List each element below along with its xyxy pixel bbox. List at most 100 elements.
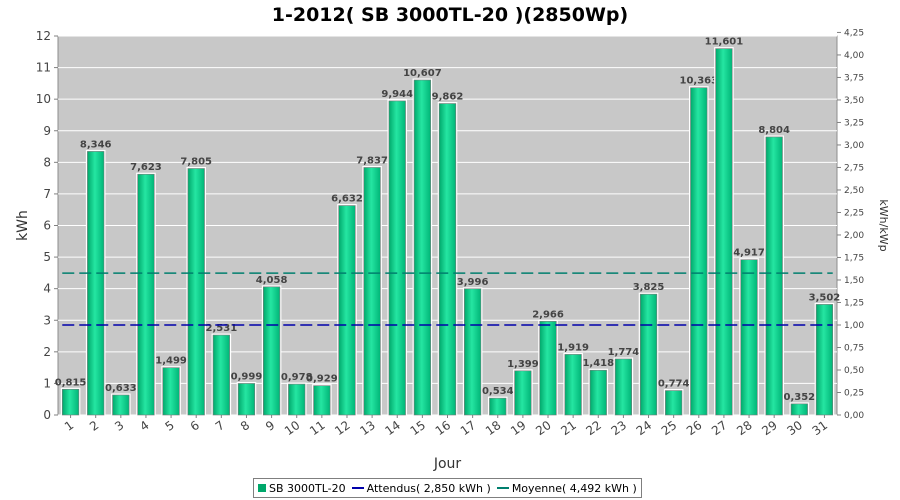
bar bbox=[112, 394, 130, 416]
x-tick-label: 15 bbox=[408, 418, 429, 438]
y2-tick-label: 3,25 bbox=[844, 118, 864, 128]
data-label: 0,929 bbox=[306, 374, 338, 385]
x-tick-label: 2 bbox=[87, 418, 101, 434]
x-tick-label: 23 bbox=[609, 418, 630, 438]
data-label: 8,346 bbox=[80, 139, 112, 150]
data-label: 10,363 bbox=[679, 76, 718, 87]
y2-tick-label: 2,00 bbox=[844, 231, 864, 241]
bar bbox=[790, 403, 808, 416]
x-tick-label: 11 bbox=[307, 418, 328, 438]
bar bbox=[338, 205, 356, 416]
data-label: 2,966 bbox=[532, 309, 564, 320]
legend-label-average: Moyenne( 4,492 kWh ) bbox=[511, 481, 637, 495]
bar bbox=[263, 286, 281, 416]
bar bbox=[61, 388, 80, 416]
y-tick-label: 9 bbox=[43, 124, 51, 138]
bar bbox=[413, 79, 431, 416]
y-tick-label: 7 bbox=[43, 187, 51, 201]
x-tick-label: 10 bbox=[282, 418, 303, 438]
x-tick-label: 17 bbox=[458, 418, 479, 438]
legend-item-average: Moyenne( 4,492 kWh ) bbox=[496, 481, 637, 495]
bar bbox=[740, 259, 758, 416]
bar bbox=[237, 383, 256, 416]
data-label: 9,944 bbox=[381, 89, 413, 100]
y-tick-label: 11 bbox=[36, 61, 51, 75]
y2-tick-label: 4,00 bbox=[844, 51, 864, 61]
legend-swatch-average bbox=[496, 487, 509, 489]
bar bbox=[589, 369, 607, 416]
legend-label-expected: Attendus( 2,850 kWh ) bbox=[366, 481, 491, 495]
x-tick-label: 5 bbox=[163, 418, 177, 434]
data-label: 1,774 bbox=[608, 347, 640, 358]
bar bbox=[614, 358, 632, 416]
data-label: 4,058 bbox=[256, 275, 288, 286]
x-tick-label: 6 bbox=[188, 418, 202, 434]
legend-label-series: SB 3000TL-20 bbox=[269, 481, 346, 495]
y2-tick-label: 3,75 bbox=[844, 73, 864, 83]
x-tick-label: 28 bbox=[734, 418, 755, 438]
bar bbox=[288, 383, 306, 416]
y2-tick-label: 3,00 bbox=[844, 141, 864, 151]
data-label: 1,499 bbox=[155, 356, 187, 367]
y2-axis-title: kWh/kWp bbox=[877, 199, 890, 251]
bar bbox=[564, 354, 582, 416]
y-tick-label: 6 bbox=[43, 219, 51, 233]
x-tick-label: 16 bbox=[433, 418, 454, 438]
y2-tick-label: 1,50 bbox=[844, 276, 864, 286]
data-label: 7,837 bbox=[356, 155, 388, 166]
data-label: 6,632 bbox=[331, 194, 363, 205]
y-tick-label: 3 bbox=[43, 313, 51, 327]
data-label: 0,774 bbox=[658, 379, 690, 390]
x-tick-label: 12 bbox=[332, 418, 353, 438]
x-tick-label: 26 bbox=[684, 418, 705, 438]
data-label: 8,804 bbox=[758, 125, 790, 136]
bar bbox=[514, 370, 532, 416]
bar bbox=[313, 385, 331, 416]
data-label: 0,978 bbox=[281, 372, 313, 383]
legend-item-series: SB 3000TL-20 bbox=[258, 482, 346, 495]
bar bbox=[715, 48, 733, 416]
y2-tick-label: 4,25 bbox=[844, 28, 864, 38]
legend-item-expected: Attendus( 2,850 kWh ) bbox=[351, 481, 491, 495]
data-label: 3,996 bbox=[457, 277, 489, 288]
data-label: 11,601 bbox=[705, 37, 744, 48]
data-label: 1,418 bbox=[582, 358, 614, 369]
y2-tick-label: 2,25 bbox=[844, 208, 864, 218]
bar bbox=[388, 100, 406, 416]
bar bbox=[690, 87, 708, 416]
y2-tick-label: 0,75 bbox=[844, 343, 864, 353]
y2-tick-label: 1,75 bbox=[844, 253, 864, 263]
bar bbox=[639, 293, 658, 416]
bar bbox=[137, 173, 155, 416]
y2-tick-label: 2,75 bbox=[844, 163, 864, 173]
y-axis-title: kWh bbox=[15, 210, 31, 241]
x-tick-label: 18 bbox=[483, 418, 504, 438]
y-tick-label: 10 bbox=[36, 92, 51, 106]
x-tick-label: 4 bbox=[137, 418, 151, 434]
x-tick-label: 31 bbox=[810, 418, 831, 438]
data-label: 0,352 bbox=[783, 392, 815, 403]
bar bbox=[665, 390, 683, 416]
y-tick-label: 1 bbox=[43, 376, 51, 390]
data-label: 3,502 bbox=[809, 292, 841, 303]
y2-tick-label: 3,50 bbox=[844, 96, 864, 106]
data-label: 4,917 bbox=[733, 248, 765, 259]
y-tick-label: 0 bbox=[43, 408, 51, 422]
bar bbox=[87, 151, 105, 416]
data-label: 3,825 bbox=[633, 282, 665, 293]
data-label: 1,919 bbox=[557, 342, 589, 353]
legend-swatch-series bbox=[258, 484, 266, 492]
y2-tick-label: 0,00 bbox=[844, 411, 864, 421]
bar bbox=[438, 103, 457, 416]
x-tick-label: 25 bbox=[659, 418, 680, 438]
data-label: 2,531 bbox=[206, 323, 238, 334]
data-label: 0,815 bbox=[55, 377, 87, 388]
x-axis-title: Jour bbox=[433, 456, 462, 472]
data-label: 7,623 bbox=[130, 162, 162, 173]
x-tick-label: 3 bbox=[112, 418, 126, 434]
legend-swatch-expected bbox=[351, 487, 364, 489]
data-label: 10,607 bbox=[403, 68, 442, 79]
x-tick-label: 7 bbox=[213, 418, 227, 434]
data-label: 0,534 bbox=[482, 386, 514, 397]
